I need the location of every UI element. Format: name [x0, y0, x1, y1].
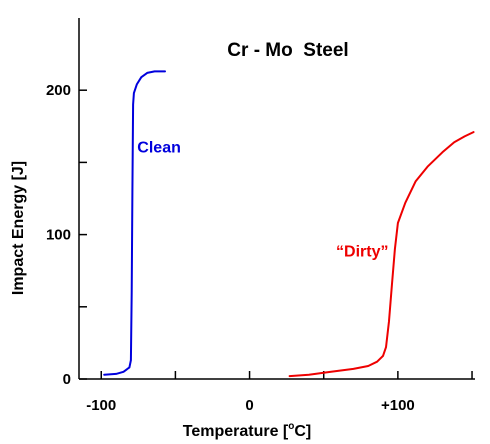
series-label-clean: Clean — [137, 139, 181, 156]
plot-area: Clean “Dirty” — [103, 70, 475, 378]
x-axis-label-part: C] — [294, 423, 311, 440]
x-axis-label: Temperature [oC] — [183, 421, 312, 440]
y-tick-label: 200 — [46, 82, 71, 99]
y-tick-label: 100 — [46, 227, 71, 244]
x-axis-label-part: Temperature [ — [183, 423, 289, 440]
series-label-dirty: “Dirty” — [336, 243, 388, 260]
series-line-dirty — [288, 131, 475, 378]
y-axis-label: Impact Energy [J] — [10, 161, 27, 295]
x-axis-label-degree: o — [288, 421, 294, 432]
x-tick-label: 0 — [245, 397, 253, 414]
series-line-clean — [103, 70, 166, 376]
axes: 0 100 200 -100 0 +100 — [46, 18, 475, 414]
x-tick-label: +100 — [381, 397, 415, 414]
chart-title: Cr - Mo Steel — [227, 40, 348, 61]
y-tick-label: 0 — [63, 371, 71, 388]
x-tick-label: -100 — [86, 397, 116, 414]
